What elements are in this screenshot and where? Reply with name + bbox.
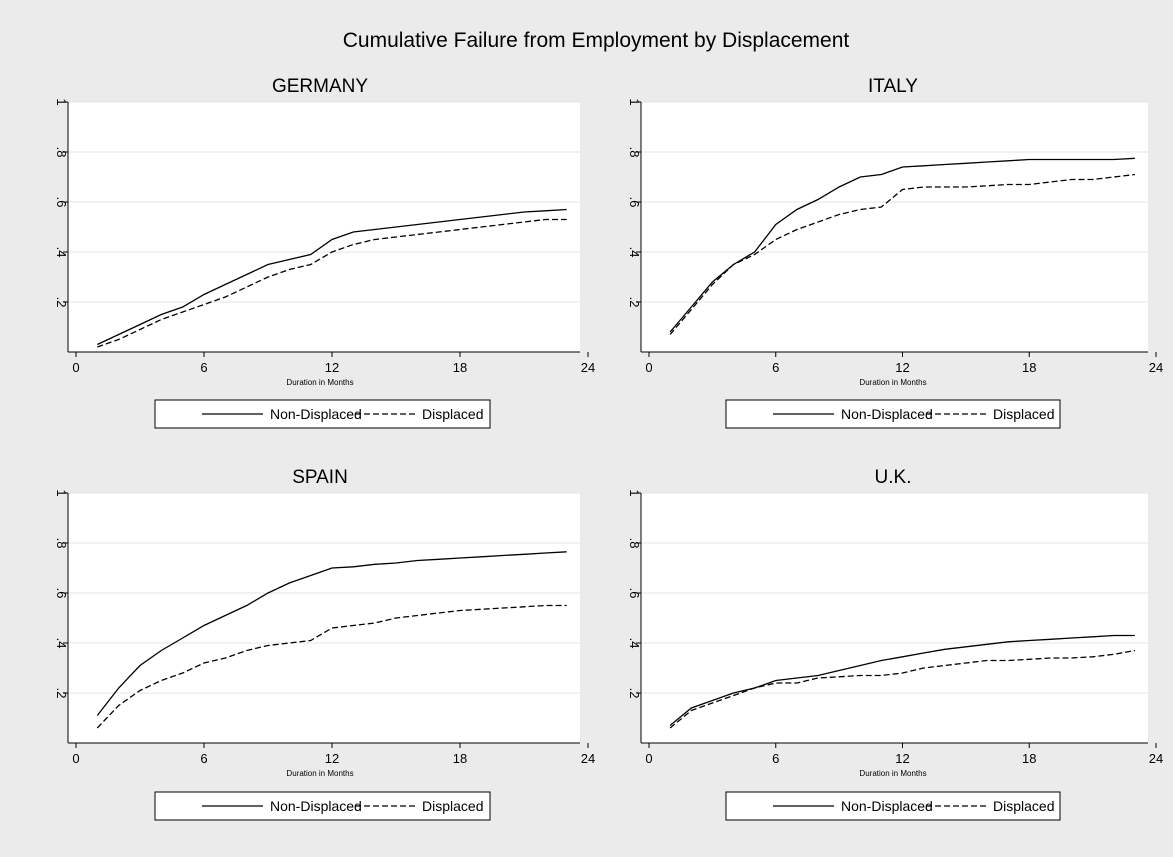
y-tick-label: .6 <box>54 197 69 208</box>
x-tick-label: 6 <box>772 751 779 766</box>
y-tick-label: .4 <box>54 638 69 649</box>
series-line-non-displaced <box>97 208 567 346</box>
x-tick-label: 6 <box>772 360 779 375</box>
y-tick-label: .6 <box>54 588 69 599</box>
panel-title: U.K. <box>875 467 912 488</box>
chart-panels: GERMANY .2 .4 .6 .8 1 0 6 12 18 24 Duration in Mont… <box>54 76 1163 821</box>
y-tick-label: .8 <box>627 147 642 158</box>
plot-area <box>68 493 580 743</box>
x-tick-label: 12 <box>325 360 339 375</box>
legend-label: Non-Displaced <box>270 798 362 814</box>
y-tick-label: 1 <box>627 489 642 496</box>
legend-label: Non-Displaced <box>841 406 933 422</box>
x-tick-label: 24 <box>1149 751 1163 766</box>
series-line-displaced <box>96 604 567 729</box>
x-tick-label: 0 <box>645 360 652 375</box>
legend: Non-Displaced Displaced <box>154 399 491 429</box>
chart-panel-germany: GERMANY .2 .4 .6 .8 1 0 6 12 18 24 Duration in Mont… <box>54 76 595 429</box>
y-tick-label: 1 <box>54 489 69 496</box>
series-line-non-displaced <box>669 634 1135 727</box>
x-tick-label: 24 <box>1149 360 1163 375</box>
legend-label: Displaced <box>422 406 483 422</box>
series-line-displaced <box>669 173 1135 335</box>
x-tick-label: 24 <box>581 751 595 766</box>
x-tick-label: 0 <box>72 751 79 766</box>
x-tick-label: 12 <box>325 751 339 766</box>
figure-title: Cumulative Failure from Employment by Di… <box>343 29 850 52</box>
y-tick-label: .6 <box>627 588 642 599</box>
y-tick-label: .2 <box>54 688 69 699</box>
x-axis-label: Duration in Months <box>286 378 353 387</box>
legend-label: Non-Displaced <box>270 406 362 422</box>
x-axis-label: Duration in Months <box>859 378 926 387</box>
chart-panel-italy: ITALY .2 .4 .6 .8 1 0 6 12 18 24 Duration in Months… <box>627 76 1163 429</box>
x-axis-label: Duration in Months <box>286 769 353 778</box>
y-tick-label: .2 <box>627 297 642 308</box>
plot-area <box>641 102 1148 352</box>
x-tick-label: 18 <box>453 751 467 766</box>
y-tick-label: .8 <box>54 538 69 549</box>
chart-panel-spain: SPAIN .2 .4 .6 .8 1 0 6 12 18 24 Duration in Months… <box>54 467 595 821</box>
y-tick-label: .8 <box>627 538 642 549</box>
x-tick-label: 24 <box>581 360 595 375</box>
y-tick-label: 1 <box>54 98 69 105</box>
plot-area <box>68 102 580 352</box>
panel-title: GERMANY <box>272 76 368 97</box>
x-axis-label: Duration in Months <box>859 769 926 778</box>
x-tick-label: 0 <box>645 751 652 766</box>
legend-label: Non-Displaced <box>841 798 933 814</box>
y-tick-label: .2 <box>54 297 69 308</box>
panel-title: ITALY <box>868 76 918 97</box>
y-tick-label: .4 <box>627 247 642 258</box>
x-tick-label: 12 <box>895 360 909 375</box>
series-line-non-displaced <box>96 551 567 716</box>
legend: Non-Displaced Displaced <box>725 791 1061 821</box>
plot-area <box>641 493 1148 743</box>
x-tick-label: 12 <box>895 751 909 766</box>
x-tick-label: 6 <box>200 360 207 375</box>
series-line-non-displaced <box>669 157 1135 333</box>
x-tick-label: 18 <box>453 360 467 375</box>
chart-panel-u-k: U.K. .2 .4 .6 .8 1 0 6 12 18 24 Duration in Months N… <box>627 467 1163 821</box>
y-tick-label: .8 <box>54 147 69 158</box>
x-tick-label: 0 <box>72 360 79 375</box>
y-tick-label: 1 <box>627 98 642 105</box>
legend: Non-Displaced Displaced <box>154 791 491 821</box>
series-line-displaced <box>97 218 567 348</box>
legend: Non-Displaced Displaced <box>725 399 1061 429</box>
legend-label: Displaced <box>993 406 1054 422</box>
y-tick-label: .2 <box>627 688 642 699</box>
x-tick-label: 18 <box>1022 751 1036 766</box>
y-tick-label: .4 <box>54 247 69 258</box>
series-line-displaced <box>669 649 1136 729</box>
legend-label: Displaced <box>422 798 483 814</box>
y-tick-label: .4 <box>627 638 642 649</box>
panel-title: SPAIN <box>292 467 348 488</box>
legend-label: Displaced <box>993 798 1054 814</box>
y-tick-label: .6 <box>627 197 642 208</box>
x-tick-label: 18 <box>1022 360 1036 375</box>
x-tick-label: 6 <box>200 751 207 766</box>
